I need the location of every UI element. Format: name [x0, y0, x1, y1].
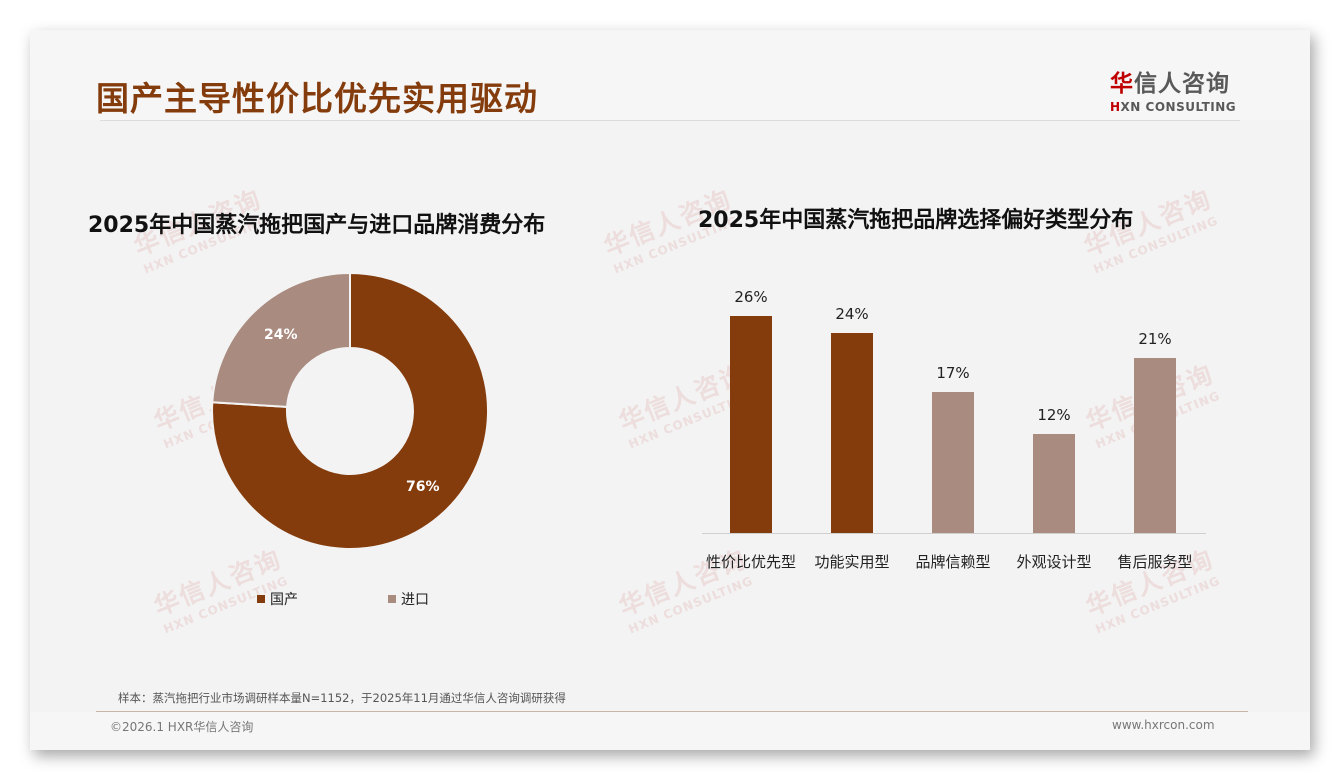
category-label: 售后服务型 — [1117, 553, 1193, 571]
donut-label-imported: 24% — [264, 327, 298, 343]
category-label: 性价比优先型 — [705, 553, 796, 571]
header-band — [30, 30, 1310, 120]
bar-label: 21% — [1138, 330, 1172, 348]
donut-chart-title: 2025年中国蒸汽拖把国产与进口品牌消费分布 — [88, 213, 546, 238]
website-link[interactable]: www.hxrcon.com — [1112, 718, 1215, 732]
donut-label-domestic: 76% — [406, 479, 440, 495]
bar-label: 12% — [1037, 406, 1071, 424]
bar-chart: 26% 24% 17% 12% 21% — [702, 288, 1206, 534]
logo-chinese: 华信人咨询 — [1110, 64, 1242, 98]
donut-svg — [211, 271, 489, 550]
bar-label: 17% — [936, 364, 970, 382]
company-logo: 华信人咨询 HXN CONSULTING — [1110, 64, 1242, 114]
legend-label-domestic: 国产 — [270, 592, 298, 608]
logo-h-char: H — [1110, 100, 1121, 114]
donut-slice-domestic — [211, 271, 489, 550]
category-label: 品牌信赖型 — [915, 553, 991, 571]
footer-band — [30, 712, 1310, 750]
bar-value-for-money: 26% — [730, 288, 772, 534]
logo-english: HXN CONSULTING — [1110, 100, 1242, 114]
bar-functional: 24% — [831, 305, 873, 534]
logo-en-rest: XN CONSULTING — [1120, 100, 1237, 114]
logo-cn-rest: 信人咨询 — [1134, 71, 1230, 97]
legend-swatch-domestic — [257, 595, 265, 603]
bar-chart-title: 2025年中国蒸汽拖把品牌选择偏好类型分布 — [698, 208, 1134, 233]
copyright: ©2026.1 HXR华信人咨询 — [110, 720, 254, 734]
legend-label-imported: 进口 — [401, 592, 429, 608]
logo-hua-char: 华 — [1110, 71, 1134, 97]
page-title: 国产主导性价比优先实用驱动 — [96, 79, 538, 118]
bar-brand-trust: 17% — [932, 364, 974, 534]
category-label: 外观设计型 — [1016, 553, 1092, 571]
legend-item-imported: 进口 — [388, 589, 429, 609]
bar-label: 24% — [835, 305, 869, 323]
bar-design: 12% — [1033, 406, 1075, 534]
title-divider — [100, 120, 1240, 121]
bar-label: 26% — [734, 288, 768, 306]
source-note: 样本：蒸汽拖把行业市场调研样本量N=1152，于2025年11月通过华信人咨询调… — [118, 691, 566, 705]
donut-legend: 国产 进口 — [257, 589, 429, 609]
x-axis-line — [702, 533, 1206, 534]
footer-divider — [96, 711, 1248, 712]
legend-swatch-imported — [388, 595, 396, 603]
category-label: 功能实用型 — [814, 553, 890, 571]
bar-after-sales: 21% — [1134, 330, 1176, 534]
donut-slice-imported — [211, 271, 351, 408]
donut-chart: 24% 76% — [210, 271, 490, 551]
legend-item-domestic: 国产 — [257, 589, 298, 609]
slide: 国产主导性价比优先实用驱动 华信人咨询 HXN CONSULTING 华信人咨询… — [30, 30, 1310, 750]
